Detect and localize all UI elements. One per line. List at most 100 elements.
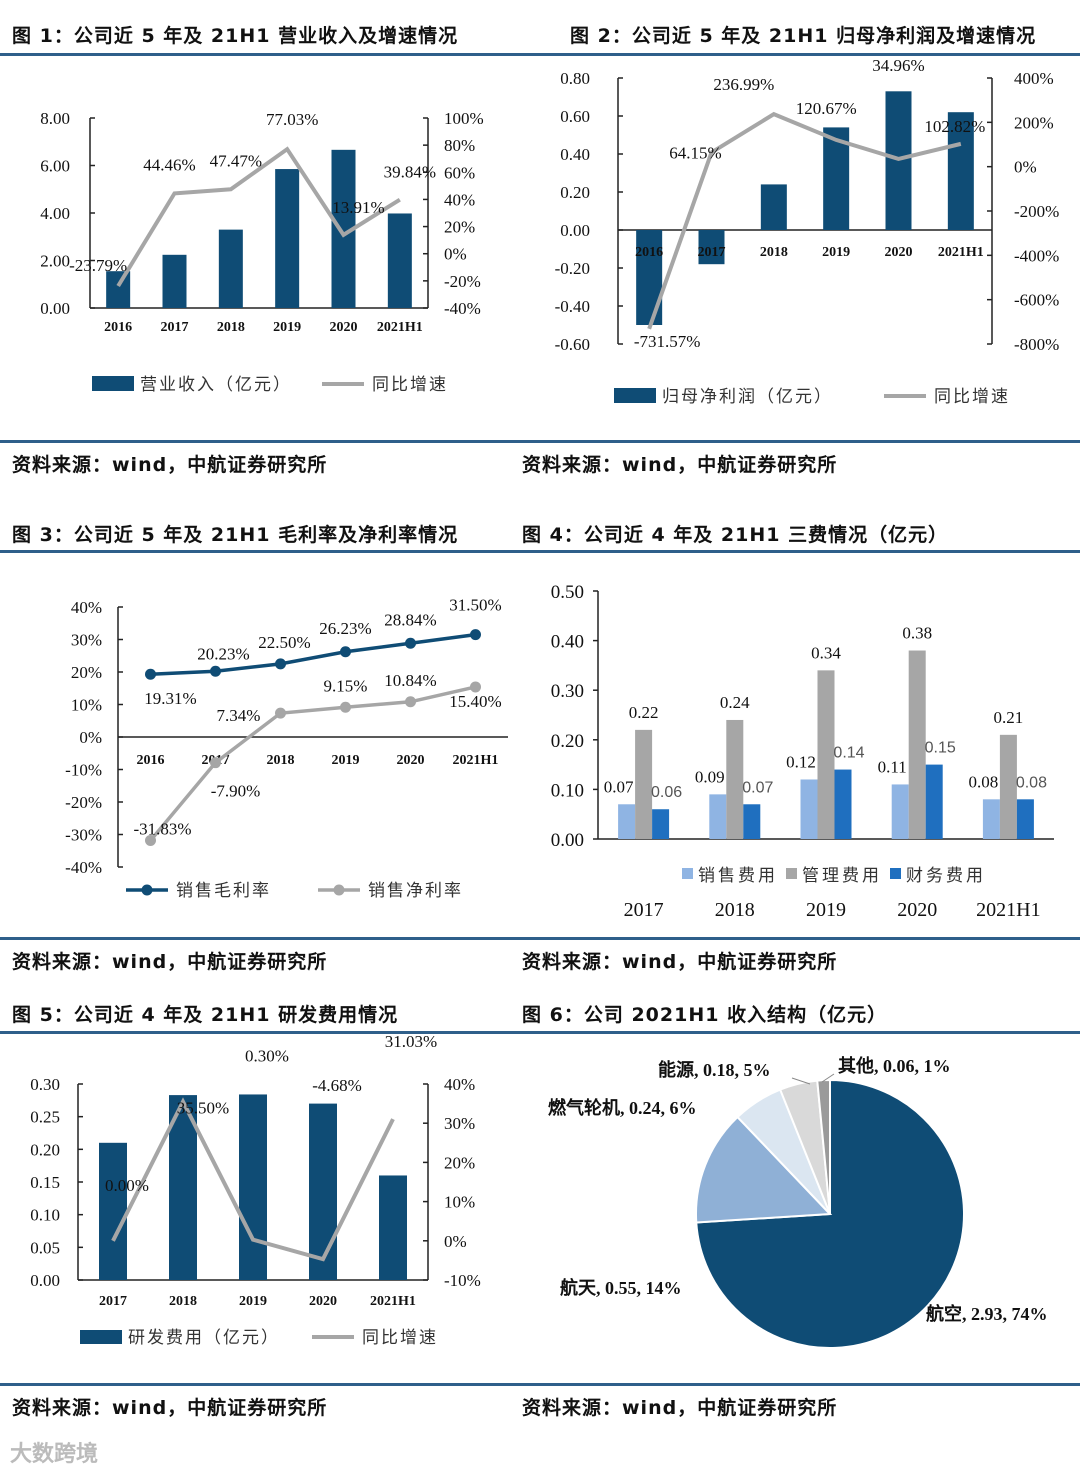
fig2-right-tick: -400% (1014, 246, 1059, 265)
fig2-title: 图 2：公司近 5 年及 21H1 归母净利润及增速情况 (570, 25, 1037, 47)
fig4-tick: 0.00 (551, 830, 584, 851)
fig4-bar-2 (999, 734, 1017, 839)
fig3-legend-net-label: 销售净利率 (368, 881, 463, 901)
fig2-growth-label: 236.99% (713, 75, 774, 94)
rule-top-1 (0, 53, 1080, 56)
fig2-category: 2018 (760, 245, 788, 260)
fig1-bar (387, 213, 412, 308)
fig3-label-net: 10.84% (384, 671, 436, 690)
rule-src-2 (0, 937, 1080, 940)
fig4-bar-1 (800, 779, 818, 839)
fig1-category: 2018 (217, 320, 245, 335)
fig4-tick: 0.30 (551, 681, 584, 702)
fig1-left-tick: 8.00 (40, 109, 70, 128)
fig1-chart: 0.00 2.00 4.00 6.00 8.00 -40% -20% 0% 20% 40% 60% 8… (40, 109, 483, 395)
rule-src-3 (0, 1383, 1080, 1386)
fig1-growth-label: 77.03% (266, 110, 318, 129)
fig3-tick: 30% (71, 631, 102, 650)
fig1-bar (106, 271, 131, 308)
fig3-tick: 40% (71, 598, 102, 617)
fig2-right-tick: -600% (1014, 291, 1059, 310)
fig3-point-2 (145, 834, 156, 846)
fig4-bar-1 (982, 799, 1000, 839)
fig5-bar (309, 1103, 337, 1280)
fig3-legend-gross-marker (141, 884, 153, 896)
fig4-category: 2019 (806, 899, 846, 921)
fig1-source: 资料来源：wind，中航证券研究所 (12, 454, 328, 476)
fig5-right-tick: 0% (444, 1232, 467, 1251)
fig4-tick: 0.20 (551, 731, 584, 752)
fig6-slice-label-4: 能源, 0.18, 5% (658, 1059, 771, 1080)
fig4-bar-2 (726, 719, 744, 839)
fig5-left-tick: 0.05 (30, 1238, 60, 1257)
fig6-slice-label-2: 航天, 0.55, 14% (560, 1277, 682, 1298)
fig1-right-tick: 40% (444, 190, 475, 209)
fig4-bar-label-2: 0.21 (994, 708, 1024, 727)
fig3-tick: 10% (71, 696, 102, 715)
fig4-legend-label-3: 财务费用 (906, 866, 986, 886)
fig2-legend-bar-swatch (614, 388, 656, 403)
fig4-chart: 0.00 0.10 0.20 0.30 0.40 0.50 0.07 0.09 0.12 0.11… (551, 582, 1054, 921)
fig5-left-tick: 0.00 (30, 1271, 60, 1290)
fig2-category: 2021H1 (938, 245, 984, 260)
fig3-label-net: -7.90% (211, 782, 261, 801)
fig3-title: 图 3：公司近 5 年及 21H1 毛利率及净利率情况 (12, 524, 459, 546)
fig3-category: 2018 (267, 753, 295, 768)
fig2-growth-label: 34.96% (872, 56, 924, 75)
fig4-legend-label-2: 管理费用 (802, 866, 882, 886)
fig6-slice-label-5: 其他, 0.06, 1% (838, 1055, 951, 1076)
fig4-tick: 0.10 (551, 780, 584, 801)
fig2-left-tick: 0.60 (560, 107, 590, 126)
fig1-legend-bar-label: 营业收入（亿元） (140, 375, 292, 395)
fig1-title: 图 1：公司近 5 年及 21H1 营业收入及增速情况 (12, 25, 459, 47)
fig5-bar (169, 1095, 197, 1280)
fig1-legend-bar-swatch (92, 376, 134, 391)
fig1-category: 2017 (161, 320, 189, 335)
fig3-label-gross: 22.50% (258, 633, 310, 652)
fig3-tick: 20% (71, 663, 102, 682)
fig2-growth-label: 102.82% (924, 117, 985, 136)
rule-top-3 (0, 1031, 1080, 1034)
fig1-bar (162, 254, 187, 308)
fig1-category: 2020 (330, 320, 358, 335)
fig5-bar (239, 1094, 267, 1280)
fig3-label-net: -31.83% (133, 819, 191, 838)
fig2-category: 2020 (885, 245, 913, 260)
fig1-right-tick: 80% (444, 136, 475, 155)
fig3-label-gross: 28.84% (384, 610, 436, 629)
fig4-legend-label-1: 销售费用 (698, 866, 778, 886)
fig1-category: 2021H1 (377, 320, 423, 335)
fig4-bar-label-3: 0.15 (925, 740, 956, 757)
fig5-growth-label: 0.30% (245, 1047, 289, 1066)
fig5-right-tick: 40% (444, 1075, 475, 1094)
fig5-bar (379, 1175, 407, 1280)
fig4-bar-1 (709, 794, 727, 839)
fig5-left-tick: 0.30 (30, 1075, 60, 1094)
fig5-growth-label: -4.68% (312, 1076, 362, 1095)
fig6-title: 图 6：公司 2021H1 收入结构（亿元） (522, 1004, 888, 1026)
fig2-growth-label: -731.57% (634, 332, 701, 351)
fig2-bar (698, 230, 725, 265)
fig2-bar (947, 112, 974, 230)
fig2-legend-line-label: 同比增速 (934, 387, 1010, 407)
fig2-right-tick: -800% (1014, 335, 1059, 354)
fig6-leader-other (821, 1073, 835, 1083)
fig2-left-tick: 0.20 (560, 183, 590, 202)
fig2-category: 2016 (635, 245, 663, 260)
fig3-label-net: 7.34% (217, 706, 261, 725)
fig5-source: 资料来源：wind，中航证券研究所 (12, 1397, 328, 1419)
fig6-slice-label-3: 燃气轮机, 0.24, 6% (548, 1097, 697, 1118)
fig5-growth-line (111, 1097, 395, 1262)
fig1-category: 2019 (273, 320, 301, 335)
fig4-bar-label-2: 0.38 (902, 624, 932, 643)
fig4-bar-1 (618, 804, 636, 839)
fig3-tick: -40% (65, 858, 102, 877)
fig2-left-tick: -0.60 (555, 335, 590, 354)
fig4-legend-swatch-2 (786, 868, 797, 879)
fig2-left-tick: 0.40 (560, 145, 590, 164)
fig2-left-tick: -0.40 (555, 297, 590, 316)
fig5-category: 2017 (99, 1294, 127, 1309)
fig5-right-tick: -10% (444, 1271, 481, 1290)
fig5-right-tick: 20% (444, 1153, 475, 1172)
fig2-growth-label: 64.15% (669, 143, 721, 162)
